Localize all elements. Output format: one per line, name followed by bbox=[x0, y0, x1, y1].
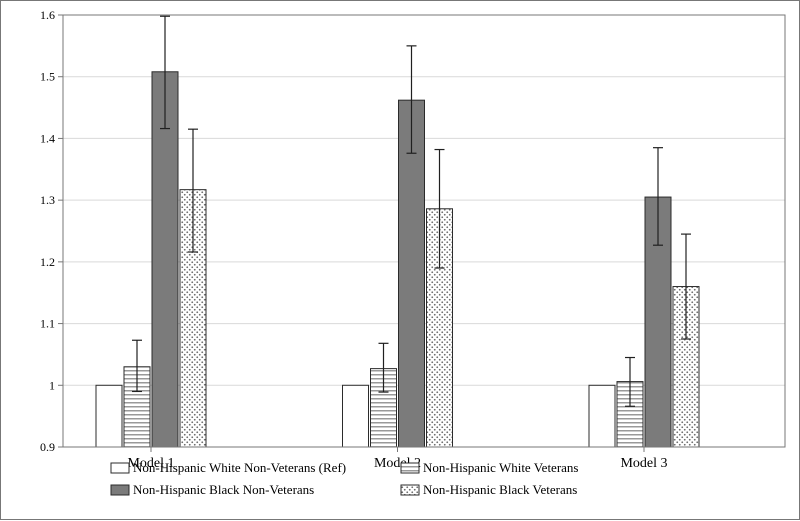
y-tick-label: 1.6 bbox=[40, 8, 55, 22]
y-tick-label: 0.9 bbox=[40, 440, 55, 454]
bar-chart-svg: 0.911.11.21.31.41.51.6Model 1Model 2Mode… bbox=[1, 1, 800, 521]
legend-swatch bbox=[111, 485, 129, 495]
legend-swatch bbox=[401, 485, 419, 495]
legend-label: Non-Hispanic Black Non-Veterans bbox=[133, 482, 314, 497]
legend-swatch bbox=[111, 463, 129, 473]
y-tick-label: 1 bbox=[49, 378, 55, 392]
y-tick-label: 1.2 bbox=[40, 255, 55, 269]
bar bbox=[343, 385, 369, 447]
y-tick-label: 1.1 bbox=[40, 317, 55, 331]
chart-container: 0.911.11.21.31.41.51.6Model 1Model 2Mode… bbox=[0, 0, 800, 520]
legend-swatch bbox=[401, 463, 419, 473]
bar bbox=[96, 385, 122, 447]
legend-label: Non-Hispanic Black Veterans bbox=[423, 482, 577, 497]
x-group-label: Model 3 bbox=[620, 456, 667, 471]
bar bbox=[589, 385, 615, 447]
legend-label: Non-Hispanic White Non-Veterans (Ref) bbox=[133, 460, 346, 475]
y-tick-label: 1.5 bbox=[40, 70, 55, 84]
y-tick-label: 1.4 bbox=[40, 131, 55, 145]
legend-label: Non-Hispanic White Veterans bbox=[423, 460, 578, 475]
y-tick-label: 1.3 bbox=[40, 193, 55, 207]
